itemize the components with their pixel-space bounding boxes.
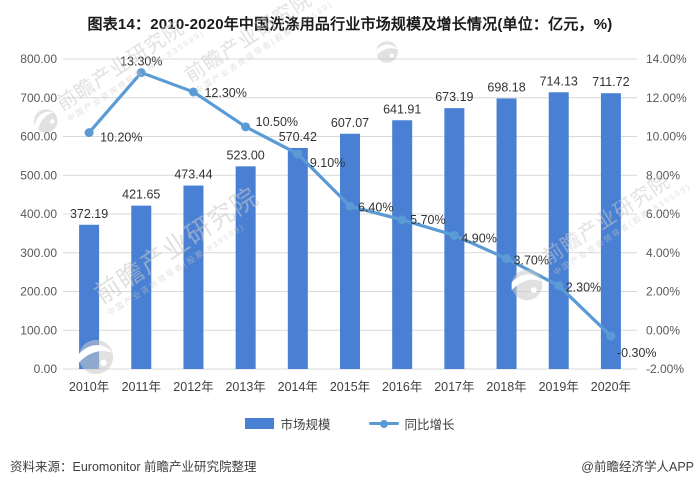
x-axis-label: 2014年 [278,380,318,394]
data-source-note: 资料来源：Euromonitor 前瞻产业研究院整理 [10,460,257,474]
right-axis-tick: 10.00% [646,130,687,144]
bar [496,98,517,369]
left-axis-tick: 400.00 [20,207,57,221]
right-axis-tick: 12.00% [646,91,687,105]
right-axis-tick: 6.00% [646,207,680,221]
right-axis-tick: 2.00% [646,285,680,299]
right-axis-tick: 0.00% [646,323,680,337]
line-marker [345,201,355,211]
line-marker [188,87,198,97]
line-series-swatch [368,419,399,428]
bar [183,185,204,369]
line-marker [606,331,616,341]
growth-value-label: 6.40% [358,200,393,214]
line-marker [502,254,512,264]
growth-value-label: -0.30% [617,346,657,360]
bar-value-label: 698.18 [487,80,525,94]
right-axis-tick: 4.00% [646,246,680,260]
growth-value-label: 4.90% [461,231,496,245]
credit-note: @前瞻经济学人APP [581,460,694,474]
left-axis-tick: 300.00 [20,246,57,260]
x-axis-label: 2018年 [486,380,526,394]
legend-item-yoy-growth: 同比增长 [368,414,455,433]
bar-series-swatch [245,418,275,429]
growth-value-label: 13.30% [120,55,162,69]
legend-label: 同比增长 [404,418,455,432]
x-axis-label: 2020年 [591,380,631,394]
line-marker [293,149,303,159]
left-axis-tick: 500.00 [20,168,57,182]
line-marker [449,230,459,240]
bar-value-label: 372.19 [70,207,108,221]
legend-label: 市场规模 [280,418,331,432]
bar-value-label: 607.07 [331,116,369,130]
bar-value-label: 711.72 [592,75,629,89]
bar-value-label: 473.44 [174,168,212,182]
bar [131,205,152,369]
growth-value-label: 5.70% [410,213,445,227]
chart-title: 图表14：2010-2020年中国洗涤用品行业市场规模及增长情况(单位：亿元，%… [87,16,613,33]
growth-value-label: 3.70% [514,254,549,268]
growth-value-label: 9.10% [310,156,345,170]
bar-value-label: 641.91 [383,102,421,116]
x-axis-label: 2015年 [330,380,370,394]
chart-legend: 市场规模 同比增长 [0,414,700,433]
x-axis-label: 2011年 [122,380,161,394]
bar [287,147,308,369]
bar [340,133,360,369]
right-axis-tick: -2.00% [646,362,684,376]
bar-value-label: 570.42 [279,130,317,144]
growth-value-label: 10.20% [100,131,142,145]
left-axis-tick: 700.00 [20,91,57,105]
line-marker [554,281,564,291]
growth-value-label: 2.30% [566,281,601,295]
bar [548,92,569,369]
left-axis-tick: 200.00 [20,285,57,299]
bar-value-label: 421.65 [122,188,160,202]
left-axis-tick: 0.00 [34,362,58,376]
legend-item-market-size: 市场规模 [245,414,331,433]
right-axis-tick: 14.00% [646,52,687,66]
bar-value-label: 523.00 [227,148,265,162]
x-axis-label: 2010年 [69,380,109,394]
line-marker [397,215,407,225]
chart-canvas: 800.00 14.00% 700.00 12.00% 600.00 10.00% 500.… [20,52,687,394]
bar [392,120,413,369]
x-axis-label: 2013年 [225,380,265,394]
x-axis-label: 2016年 [382,380,422,394]
right-axis-tick: 8.00% [646,168,680,182]
line-marker [241,122,251,132]
left-axis-tick: 100.00 [20,323,57,337]
bar [600,93,621,369]
line-marker [136,68,146,78]
growth-value-label: 10.50% [256,115,298,129]
bar-value-label: 673.19 [435,90,473,104]
x-axis-label: 2017年 [434,380,474,394]
left-axis-tick: 800.00 [20,52,57,66]
left-axis-tick: 600.00 [20,130,57,144]
line-marker [84,128,94,138]
line-marker-dot [379,419,388,428]
bar [79,224,100,369]
x-axis-label: 2019年 [539,380,579,394]
bar-value-label: 714.13 [540,74,578,88]
bar [235,166,256,369]
growth-value-label: 12.30% [204,86,246,100]
x-axis-label: 2012年 [173,380,213,394]
